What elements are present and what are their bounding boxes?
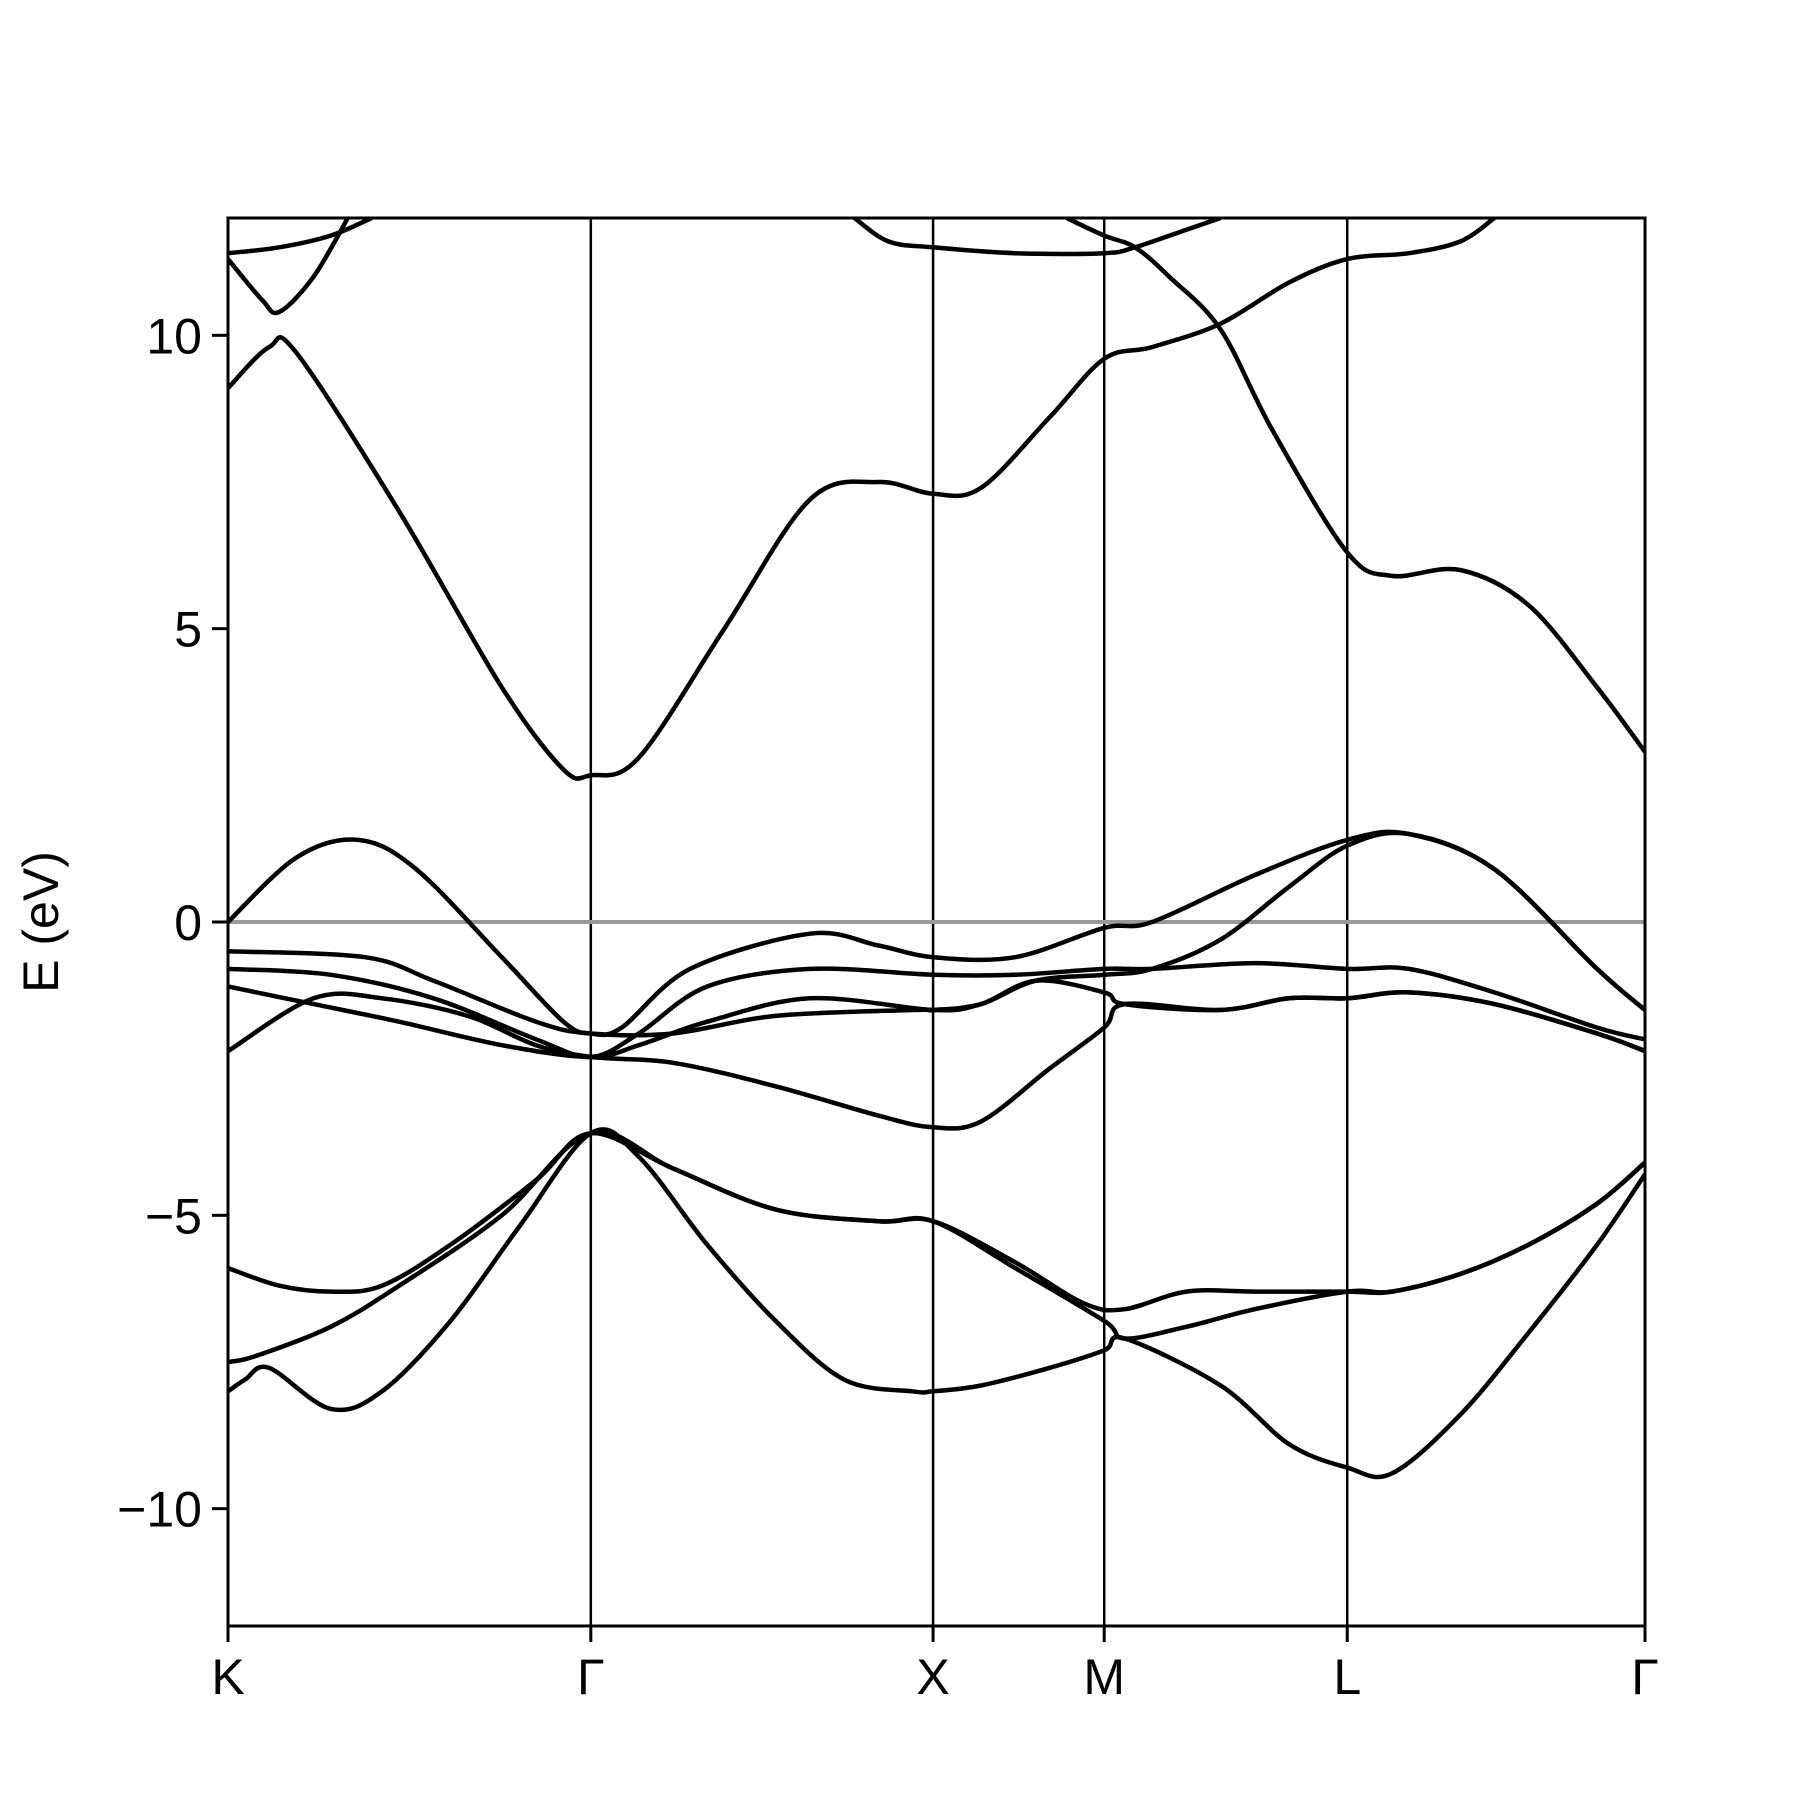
x-tick-label: Γ (577, 1649, 605, 1705)
y-tick-label: 0 (174, 895, 202, 951)
x-tick-label: L (1333, 1649, 1361, 1705)
band-line (228, 960, 1645, 1060)
x-tick-label: X (916, 1649, 949, 1705)
band-line (1065, 218, 1645, 754)
y-tick-label: −10 (117, 1482, 202, 1538)
y-axis-label: E (eV) (13, 851, 69, 993)
band-line (228, 1130, 1645, 1313)
band-line (853, 218, 1222, 257)
band-line (228, 830, 1645, 1038)
ticks-layer: 10 5 0 −5 −10 K Γ X M L Γ (117, 308, 1659, 1705)
x-tick-label: Γ (1631, 1649, 1659, 1705)
y-tick-label: 5 (174, 602, 202, 658)
band-line (228, 829, 1645, 1038)
y-tick-label: −5 (145, 1188, 202, 1244)
x-tick-label: M (1083, 1649, 1125, 1705)
band-line (228, 990, 1645, 1131)
bands-layer (228, 218, 1645, 1480)
band-line (228, 1129, 1645, 1365)
band-line (228, 218, 1496, 781)
band-line (228, 978, 1645, 1060)
band-line (228, 1127, 1645, 1480)
y-tick-label: 10 (146, 308, 202, 364)
band-line (228, 218, 373, 256)
band-line (228, 218, 350, 316)
x-tick-label: K (211, 1649, 244, 1705)
